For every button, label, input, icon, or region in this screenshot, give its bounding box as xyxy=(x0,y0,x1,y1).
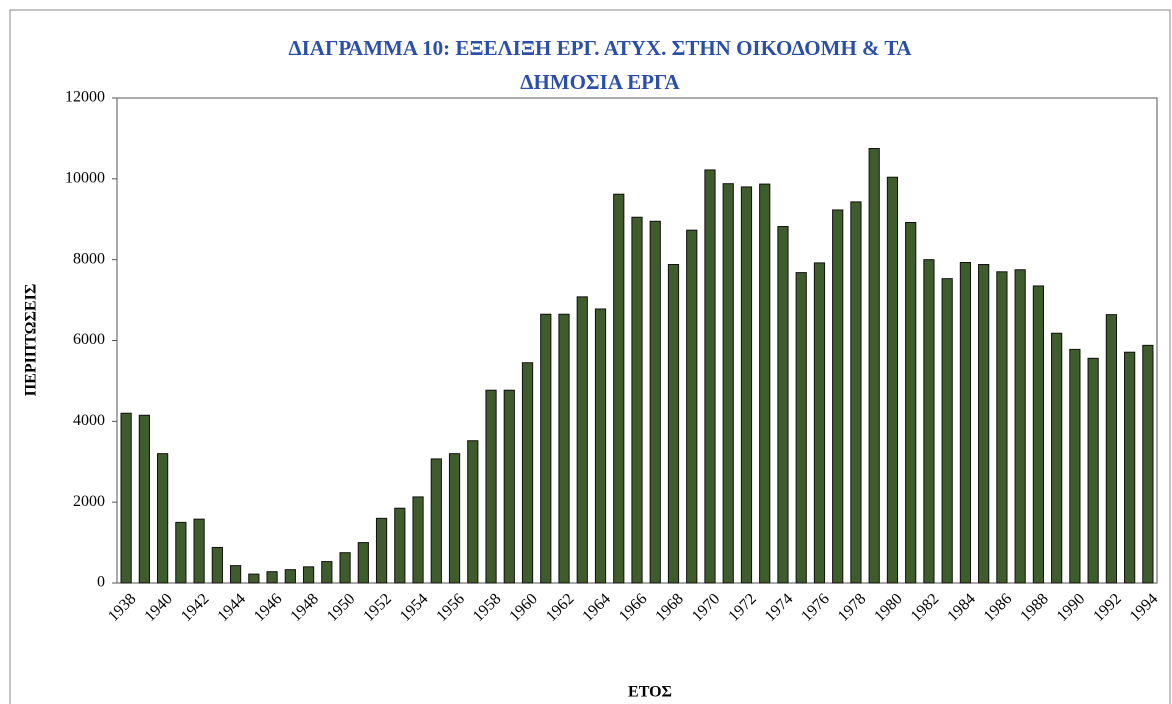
x-tick-label: 1976 xyxy=(798,590,833,625)
x-tick-label: 1956 xyxy=(433,590,468,625)
x-tick-label: 1992 xyxy=(1090,590,1125,625)
bar xyxy=(905,221,917,584)
bar xyxy=(375,517,388,584)
bar xyxy=(740,186,753,584)
x-tick-label: 1972 xyxy=(725,590,760,625)
bar xyxy=(157,453,169,584)
bar xyxy=(649,220,661,584)
bar xyxy=(1105,314,1117,584)
bar xyxy=(412,496,424,584)
bar xyxy=(1069,348,1081,584)
bar xyxy=(321,561,333,584)
bar xyxy=(1032,285,1045,584)
bar xyxy=(394,507,406,584)
y-tick-label: 4000 xyxy=(73,412,105,429)
bar xyxy=(1142,344,1154,584)
bar xyxy=(485,389,497,584)
bar xyxy=(832,209,844,584)
bar xyxy=(284,569,296,584)
x-tick-label: 1988 xyxy=(1017,590,1052,625)
frame xyxy=(9,9,1171,704)
bar xyxy=(266,571,278,584)
bar xyxy=(120,412,132,584)
x-tick-label: 1946 xyxy=(251,590,286,625)
bar xyxy=(1051,332,1063,584)
x-tick-label: 1968 xyxy=(652,590,687,625)
x-tick-label: 1984 xyxy=(944,590,979,625)
bar xyxy=(996,271,1008,584)
bar xyxy=(777,226,789,584)
x-tick-label: 1982 xyxy=(908,590,943,625)
bar xyxy=(613,193,625,584)
x-tick-label: 1980 xyxy=(871,590,906,625)
chart-title: ΔΙΑΓΡΑΜΜΑ 10: ΕΞΕΛΙΞΗ ΕΡΓ. ΑΤΥΧ. ΣΤΗΝ ΟΙ… xyxy=(288,36,912,60)
bar xyxy=(594,308,607,584)
bar xyxy=(978,264,990,584)
x-tick-label: 1994 xyxy=(1127,590,1162,625)
x-tick-label: 1948 xyxy=(287,590,322,625)
bar xyxy=(138,414,150,584)
x-tick-label: 1944 xyxy=(214,590,249,625)
bar xyxy=(868,148,880,584)
bar xyxy=(211,546,223,584)
x-tick-label: 1950 xyxy=(324,590,359,625)
bar xyxy=(795,272,807,584)
bar xyxy=(686,229,698,584)
bar xyxy=(248,573,260,584)
x-tick-label: 1954 xyxy=(397,590,432,625)
y-tick-label: 6000 xyxy=(73,331,105,348)
bar xyxy=(941,278,953,584)
bar xyxy=(302,566,315,584)
bar xyxy=(667,264,680,584)
bar xyxy=(193,518,205,584)
bar xyxy=(576,296,588,584)
x-axis-label: ΕΤΟΣ xyxy=(628,684,672,701)
x-tick-label: 1970 xyxy=(689,590,724,625)
y-tick-label: 8000 xyxy=(73,250,105,267)
bar xyxy=(467,440,479,584)
bar xyxy=(850,201,862,584)
bar xyxy=(448,453,461,584)
bar xyxy=(339,552,351,584)
x-tick-label: 1940 xyxy=(141,590,176,625)
bar xyxy=(704,169,716,584)
bar xyxy=(558,313,570,584)
x-tick-label: 1974 xyxy=(762,590,797,625)
x-tick-label: 1938 xyxy=(105,590,140,625)
x-tick-label: 1958 xyxy=(470,590,505,625)
bar xyxy=(521,362,534,584)
y-tick-label: 10000 xyxy=(65,170,105,187)
bar xyxy=(722,183,734,584)
bar xyxy=(631,216,643,584)
bar xyxy=(175,521,187,584)
bar xyxy=(1124,351,1136,584)
bar xyxy=(357,542,369,584)
y-tick-label: 12000 xyxy=(65,89,105,106)
x-tick-label: 1966 xyxy=(616,590,651,625)
bar xyxy=(759,183,771,584)
y-tick-label: 0 xyxy=(97,574,105,591)
y-tick-label: 2000 xyxy=(73,493,105,510)
bar xyxy=(813,262,826,584)
bar xyxy=(1087,357,1099,584)
bar xyxy=(430,458,442,584)
bar xyxy=(540,313,552,584)
bar xyxy=(503,389,515,584)
bar xyxy=(1014,269,1026,584)
bar xyxy=(923,259,935,584)
chart-title: ΔΗΜΟΣΙΑ ΕΡΓΑ xyxy=(520,70,680,94)
x-tick-label: 1964 xyxy=(579,590,614,625)
bar xyxy=(959,261,972,584)
bar xyxy=(229,565,242,584)
bar xyxy=(886,176,899,584)
x-tick-label: 1960 xyxy=(506,590,541,625)
x-tick-label: 1978 xyxy=(835,590,870,625)
x-tick-label: 1990 xyxy=(1054,590,1089,625)
x-tick-label: 1962 xyxy=(543,590,578,625)
x-tick-label: 1942 xyxy=(178,590,213,625)
y-axis-label: ΠΕΡΙΠΤΩΣΕΙΣ xyxy=(23,284,40,397)
x-tick-label: 1986 xyxy=(981,590,1016,625)
x-tick-label: 1952 xyxy=(360,590,395,625)
